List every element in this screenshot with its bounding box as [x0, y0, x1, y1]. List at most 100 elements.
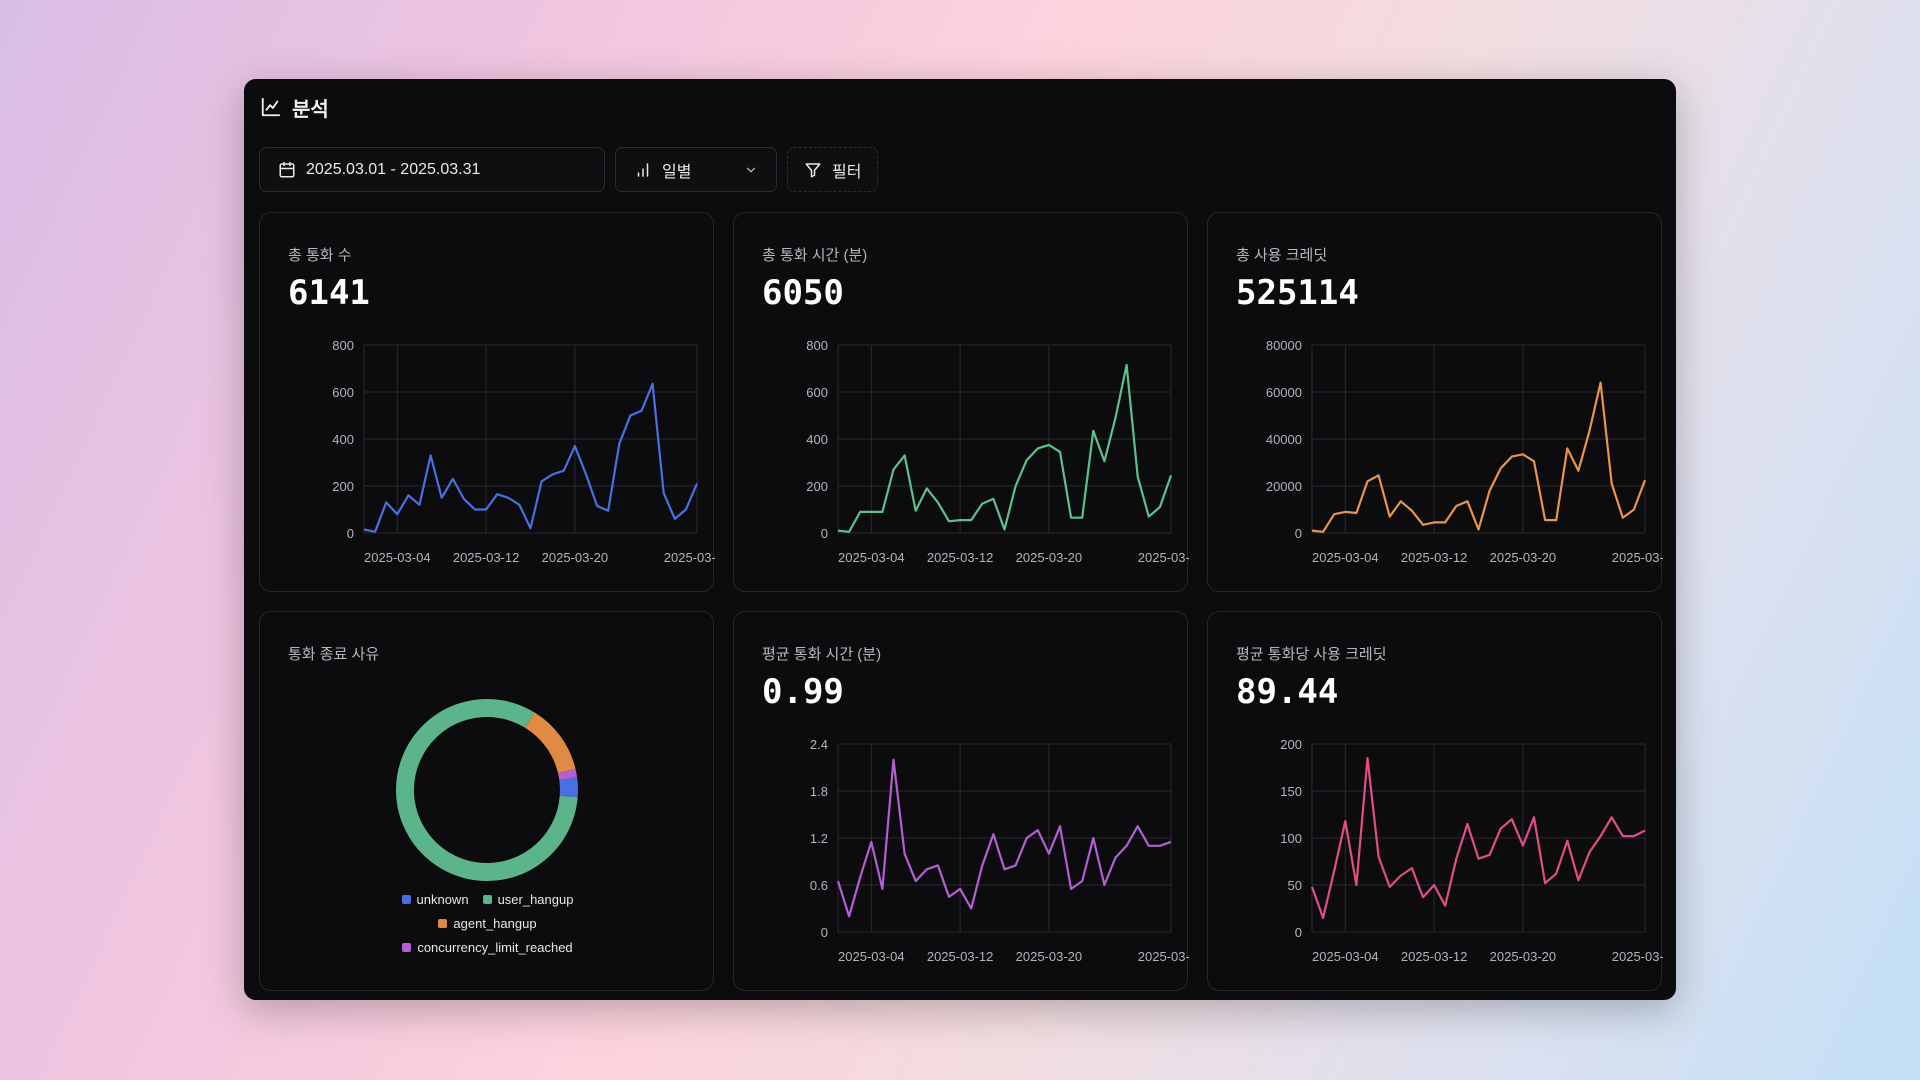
calendar-icon	[279, 161, 295, 177]
y-tick-label: 600	[806, 385, 828, 400]
x-tick-label: 2025-03-31	[1612, 949, 1663, 964]
interval-select-value: 일별	[662, 163, 692, 181]
series-line	[1310, 757, 1646, 919]
card-label: 총 통화 시간 (분)	[762, 247, 868, 264]
legend-label: agent_hangup	[453, 916, 537, 931]
y-tick-label: 0	[347, 526, 354, 541]
card-value: 0.99	[762, 672, 844, 712]
card-value: 89.44	[1236, 672, 1339, 712]
y-tick-label: 20000	[1266, 479, 1302, 494]
y-tick-label: 200	[332, 479, 354, 494]
filter-button[interactable]: 필터	[787, 147, 879, 192]
y-tick-label: 400	[806, 432, 828, 447]
y-tick-label: 0.6	[810, 878, 828, 893]
donut-slice-concurrency-limit-reached	[557, 768, 578, 780]
x-tick-label: 2025-03-04	[1312, 550, 1379, 565]
y-tick-label: 1.2	[810, 831, 828, 846]
end-reason-legend: unknown user_hangup agent_hangup concurrenc…	[260, 892, 715, 955]
series-line	[836, 758, 1172, 918]
card-label: 평균 통화 시간 (분)	[762, 646, 882, 663]
legend-label: user_hangup	[497, 892, 574, 907]
y-tick-label: 100	[1280, 831, 1302, 846]
x-tick-label: 2025-03-31	[1138, 550, 1189, 565]
avg-credits-card: 평균 통화당 사용 크레딧 89.44 0 50 100 150 200 2025-03-…	[1207, 611, 1663, 991]
avg-credits-chart: 0 50 100 150 200 2025-03-04 2025-03-12 2025-03-…	[1280, 737, 1663, 964]
y-tick-label: 2.4	[810, 737, 828, 752]
donut-slice-agent-hangup	[524, 712, 576, 774]
x-tick-label: 2025-03-04	[838, 550, 905, 565]
legend-label: concurrency_limit_reached	[417, 940, 573, 955]
card-label: 총 사용 크레딧	[1236, 247, 1328, 264]
x-tick-label: 2025-03-20	[1016, 550, 1083, 565]
x-tick-label: 2025-03-31	[1138, 949, 1189, 964]
legend-swatch	[401, 895, 411, 904]
x-tick-label: 2025-03-12	[453, 550, 519, 565]
interval-select[interactable]: 일별	[615, 147, 777, 192]
date-range-picker[interactable]: 2025.03.01 - 2025.03.31	[259, 147, 605, 192]
y-tick-label: 200	[806, 479, 828, 494]
legend-item[interactable]: concurrency_limit_reached	[402, 940, 573, 955]
y-tick-label: 60000	[1266, 385, 1302, 400]
legend-swatch	[482, 895, 492, 904]
x-tick-label: 2025-03-04	[838, 949, 905, 964]
x-tick-label: 2025-03-20	[1490, 550, 1557, 565]
page-title: 분석	[260, 93, 329, 121]
x-tick-label: 2025-03-20	[1490, 949, 1557, 964]
legend-swatch	[438, 919, 448, 928]
total-duration-chart: 0 200 400 600 800 2025-03-04 2025-03-12 2025-03…	[806, 338, 1189, 565]
y-tick-label: 50	[1288, 878, 1302, 893]
series-line	[837, 363, 1173, 533]
end-reason-donut-chart	[396, 699, 578, 881]
series-line	[1311, 381, 1647, 533]
x-tick-label: 2025-03-12	[927, 550, 994, 565]
y-tick-label: 0	[1295, 526, 1302, 541]
card-label: 통화 종료 사유	[288, 646, 380, 663]
donut-slice-unknown	[559, 777, 578, 798]
x-tick-label: 2025-03-04	[364, 550, 431, 565]
x-tick-label: 2025-03-12	[1401, 550, 1468, 565]
x-tick-label: 2025-03-31	[664, 550, 715, 565]
x-tick-label: 2025-03-12	[927, 949, 994, 964]
legend-item[interactable]: unknown	[401, 892, 469, 907]
y-tick-label: 400	[332, 432, 354, 447]
donut-slice-user-hangup	[396, 699, 578, 881]
bar-chart-icon	[637, 162, 649, 177]
card-label: 총 통화 수	[288, 247, 352, 264]
y-tick-label: 0	[1295, 925, 1302, 940]
legend-item[interactable]: user_hangup	[482, 892, 574, 907]
total-credits-chart: 0 20000 40000 60000 80000 2025-03-04 2025-03-1…	[1266, 338, 1663, 565]
y-tick-label: 1.8	[810, 784, 828, 799]
legend-label: unknown	[416, 892, 469, 907]
date-range-text: 2025.03.01 - 2025.03.31	[306, 160, 481, 178]
y-tick-label: 800	[806, 338, 828, 353]
y-tick-label: 600	[332, 385, 354, 400]
total-credits-card: 총 사용 크레딧 525114 0 20000 40000 60000 80000 202…	[1207, 212, 1663, 592]
x-tick-label: 2025-03-20	[542, 550, 609, 565]
total-calls-card: 총 통화 수 6141 0 200 400 600 800 2025-03-04 2025-…	[259, 212, 715, 592]
y-tick-label: 0	[821, 925, 828, 940]
y-tick-label: 200	[1280, 737, 1302, 752]
y-tick-label: 0	[821, 526, 828, 541]
total-calls-chart: 0 200 400 600 800 2025-03-04 2025-03-12 2025-03…	[332, 338, 715, 565]
y-tick-label: 40000	[1266, 432, 1302, 447]
chevron-down-icon	[746, 167, 756, 172]
y-tick-label: 800	[332, 338, 354, 353]
filter-icon	[805, 162, 821, 177]
y-tick-label: 150	[1280, 784, 1302, 799]
avg-duration-card: 평균 통화 시간 (분) 0.99 0 0.6 1.2 1.8 2.4 2025-03-0…	[733, 611, 1189, 991]
legend-swatch	[402, 943, 412, 952]
x-tick-label: 2025-03-31	[1612, 550, 1663, 565]
legend-item[interactable]: agent_hangup	[438, 916, 537, 931]
card-value: 6050	[762, 273, 844, 313]
card-value: 6141	[288, 273, 370, 313]
line-chart-icon	[261, 97, 281, 117]
x-tick-label: 2025-03-04	[1312, 949, 1379, 964]
analytics-window: 분석 2025.03.01 - 2025.03.31 일별 필터 총 통화 수	[244, 79, 1676, 1000]
filter-button-label: 필터	[832, 163, 862, 181]
card-value: 525114	[1236, 273, 1359, 313]
card-label: 평균 통화당 사용 크레딧	[1236, 646, 1387, 663]
page-title-text: 분석	[292, 98, 329, 121]
x-tick-label: 2025-03-12	[1401, 949, 1468, 964]
series-line	[363, 382, 699, 533]
